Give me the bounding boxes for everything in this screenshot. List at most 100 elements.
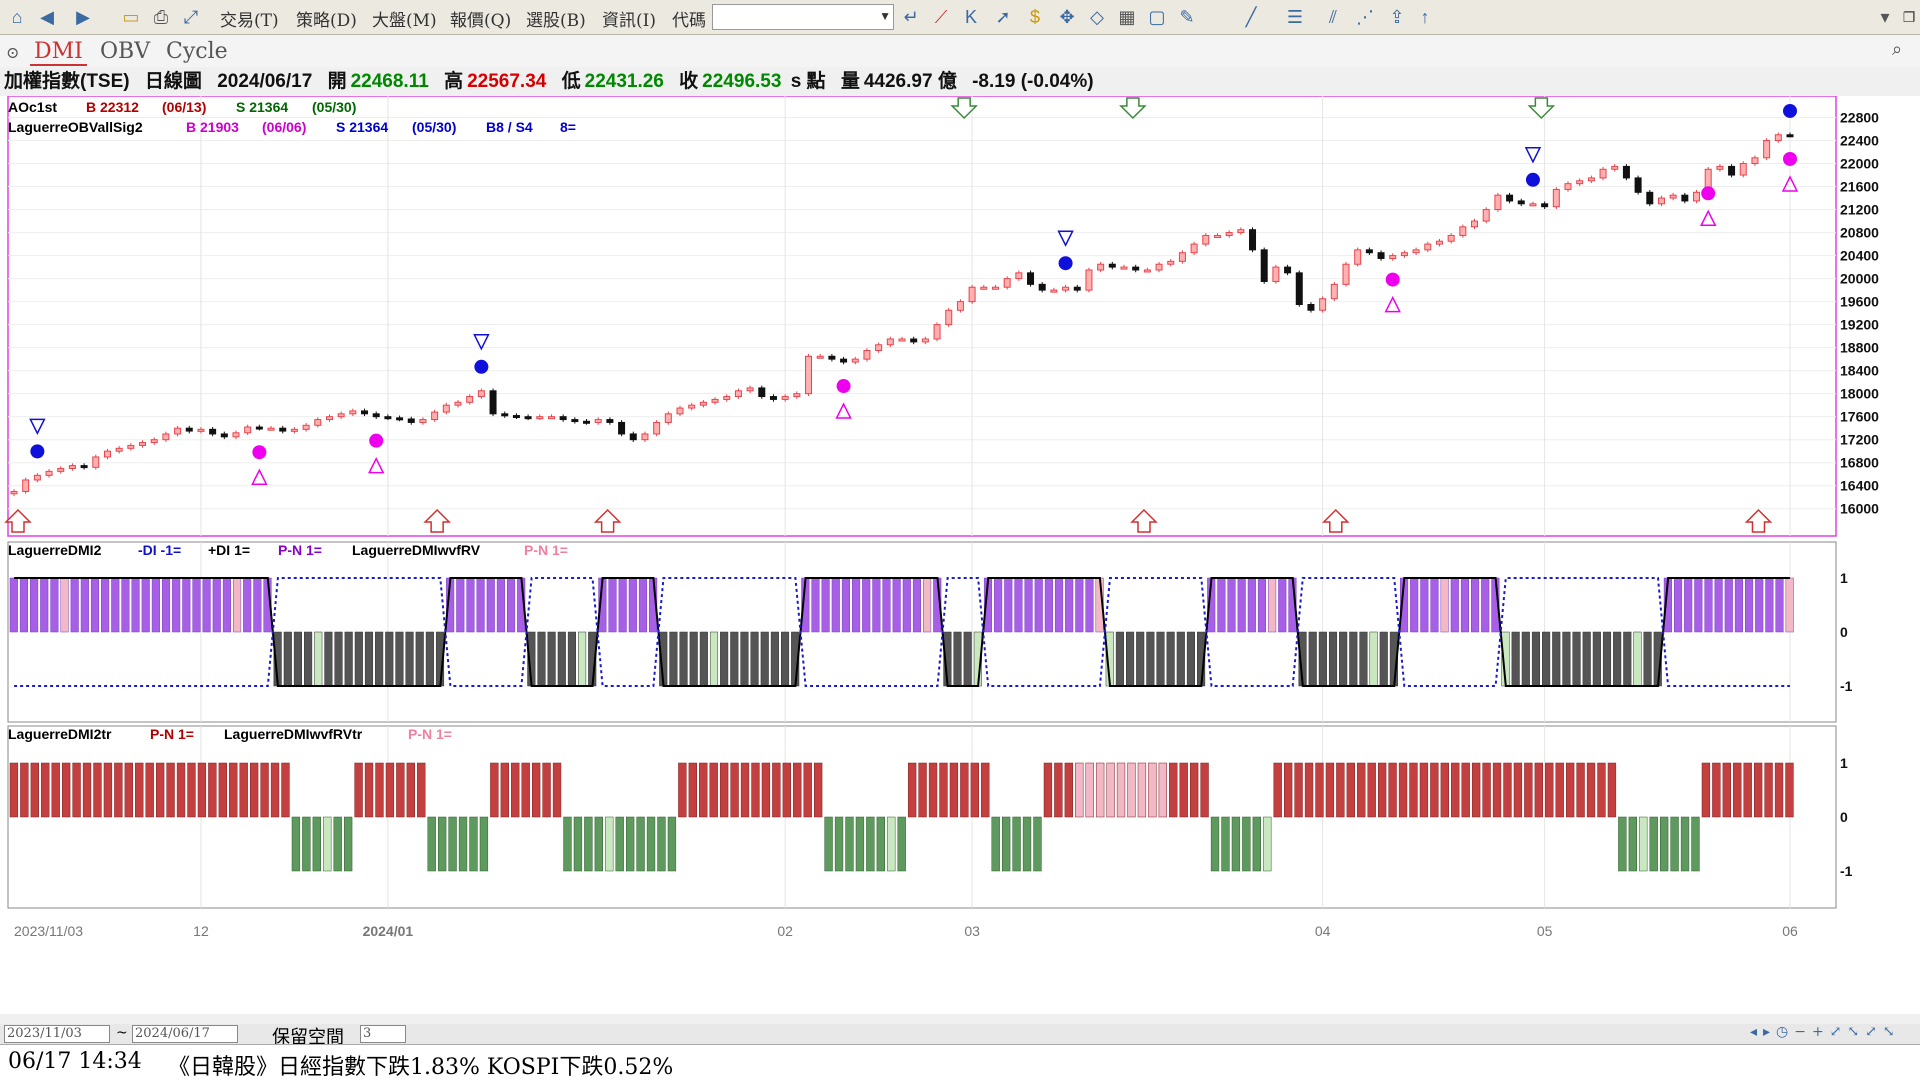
- menu-quote[interactable]: 報價(Q): [450, 11, 512, 31]
- menu-strategy[interactable]: 策略(D): [296, 11, 357, 31]
- dmi-pos-bar: [1044, 577, 1053, 633]
- up-arrow-icon: [1744, 508, 1773, 533]
- folder-icon[interactable]: ▭: [122, 6, 140, 27]
- dmi-pos-bar: [101, 577, 110, 633]
- candle-body: [1564, 183, 1572, 190]
- dmi-pos-bar: [253, 577, 262, 633]
- status-news[interactable]: 《日韓股》日經指數下跌1.83% KOSPI下跌0.52%: [168, 1055, 674, 1080]
- dmi-pos-bar: [80, 577, 89, 633]
- tr-pos-bar: [9, 762, 19, 818]
- tr-pos-bar: [1054, 762, 1063, 818]
- menu-market[interactable]: 大盤(M): [372, 11, 437, 31]
- nav-controls-icon[interactable]: ◂▸◷−+⤢⤡⤢⤡: [1750, 1024, 1901, 1040]
- diagonal-lines-icon[interactable]: ⫽: [1328, 6, 1338, 27]
- restore-window-icon[interactable]: ❐: [1902, 8, 1916, 25]
- tr-tick-label: 0: [1840, 809, 1848, 825]
- tr-pos-bar: [1586, 762, 1596, 818]
- candle-body: [1365, 249, 1373, 254]
- tr-pos-bar: [1367, 762, 1376, 818]
- move-icon[interactable]: ✥: [1059, 6, 1075, 27]
- menu-screener[interactable]: 選股(B): [526, 11, 586, 31]
- candle-body: [1447, 234, 1455, 242]
- tr-pos-bar: [82, 762, 92, 818]
- dmi-tick-label: 1: [1840, 570, 1848, 586]
- reserve-space-input[interactable]: 3: [360, 1025, 406, 1043]
- menu-info[interactable]: 資訊(I): [602, 11, 656, 31]
- status-bar: 06/17 14:34 《日韓股》日經指數下跌1.83% KOSPI下跌0.52…: [0, 1044, 1920, 1081]
- date-to-input[interactable]: 2024/06/17: [132, 1025, 238, 1043]
- draw-line-icon[interactable]: ╱: [1245, 6, 1257, 27]
- tab-dmi[interactable]: DMI: [30, 39, 87, 66]
- dmi-neg-bar: [557, 631, 566, 687]
- candle-body: [1541, 203, 1549, 208]
- dmi-pos-bar: [638, 577, 648, 633]
- date-from-input[interactable]: 2023/11/03: [4, 1025, 110, 1043]
- tr-neg-bar: [291, 816, 301, 872]
- price-tick-label: 20400: [1840, 248, 1879, 264]
- expand-icon[interactable]: ⤢: [183, 6, 199, 27]
- candle-body: [910, 338, 918, 343]
- candle-body: [618, 421, 626, 435]
- tr-pos-bar: [939, 762, 948, 818]
- tr-pos-bar: [176, 762, 186, 818]
- candle-body: [1517, 200, 1525, 205]
- eraser-icon[interactable]: ◇: [1090, 6, 1104, 27]
- candle-body: [232, 432, 240, 438]
- menu-trade[interactable]: 交易(T): [220, 11, 279, 31]
- forward-arrow-icon[interactable]: ▶: [76, 6, 90, 27]
- calendar-icon[interactable]: ▦: [1118, 6, 1136, 27]
- frame-icon[interactable]: ▢: [1148, 6, 1166, 27]
- chevron-down-icon[interactable]: ▼: [879, 9, 891, 23]
- x-tick-label: 2023/11/03: [14, 923, 83, 939]
- code-input[interactable]: ▼: [712, 4, 894, 30]
- price-tick-label: 18000: [1840, 386, 1879, 402]
- back-arrow-icon[interactable]: ◀: [40, 6, 54, 27]
- dmi-neg-bar: [1369, 631, 1378, 687]
- tab-dropdown-icon[interactable]: ⊙: [6, 43, 20, 62]
- cursor-icon[interactable]: ➚: [995, 6, 1011, 27]
- tr-tick-label: 1: [1840, 755, 1848, 771]
- tr-neg-bar: [605, 816, 614, 872]
- dmi-pos-bar: [1034, 577, 1043, 633]
- tr-neg-bar: [594, 816, 603, 872]
- dmi-pos-bar: [90, 577, 100, 633]
- tr-pos-bar: [1701, 762, 1711, 818]
- upload-icon[interactable]: ⇪: [1389, 6, 1405, 27]
- fan-icon[interactable]: ⋰: [1356, 6, 1374, 27]
- candle-body: [1085, 269, 1093, 291]
- pointer-up-icon[interactable]: ↑: [1420, 6, 1430, 27]
- candle-body: [968, 286, 976, 303]
- dmi-pos-bar: [9, 577, 18, 633]
- candle-body: [1681, 194, 1689, 202]
- dmi-pos-bar: [496, 577, 505, 633]
- dmi-neg-bar: [537, 631, 546, 687]
- candle-body: [337, 413, 345, 418]
- buy-signal-dot: [369, 433, 384, 448]
- tr-pos-bar: [552, 762, 562, 818]
- dmi-pos-bar: [1714, 577, 1723, 633]
- sell-signal-dot: [474, 359, 489, 374]
- chart-svg[interactable]: 16000 16400 16800 17200 17600 18000 18400 18800…: [0, 78, 1920, 1014]
- tab-cycle[interactable]: Cycle: [166, 39, 228, 64]
- tr-neg-bar: [584, 816, 593, 872]
- tab-obv[interactable]: OBV: [100, 39, 151, 64]
- tr-pos-bar: [761, 762, 771, 818]
- pen-icon[interactable]: ✎: [1179, 6, 1195, 27]
- dollar-icon[interactable]: $: [1029, 6, 1040, 27]
- zoom-icon[interactable]: ⌕: [1892, 39, 1903, 60]
- x-tick-label: 02: [777, 923, 793, 939]
- tr-pos-bar: [511, 762, 520, 818]
- tr-pos-bar: [155, 762, 165, 818]
- list-icon[interactable]: ☰: [1286, 6, 1304, 27]
- dmi-pos-bar: [111, 577, 120, 633]
- print-icon[interactable]: ⎙: [153, 6, 169, 27]
- tr-neg-bar: [437, 816, 447, 872]
- return-icon[interactable]: ↵: [903, 6, 919, 27]
- home-icon[interactable]: ⌂: [11, 6, 23, 27]
- chevron-down-icon[interactable]: ▾: [1880, 6, 1890, 27]
- chart-area[interactable]: 16000 16400 16800 17200 17600 18000 18400 18800…: [0, 78, 1920, 1014]
- line-chart-icon[interactable]: ⟋: [934, 6, 948, 27]
- k-icon[interactable]: K: [964, 6, 977, 27]
- dmi-pos-bar: [476, 577, 485, 633]
- dmi-neg-bar: [1643, 631, 1652, 687]
